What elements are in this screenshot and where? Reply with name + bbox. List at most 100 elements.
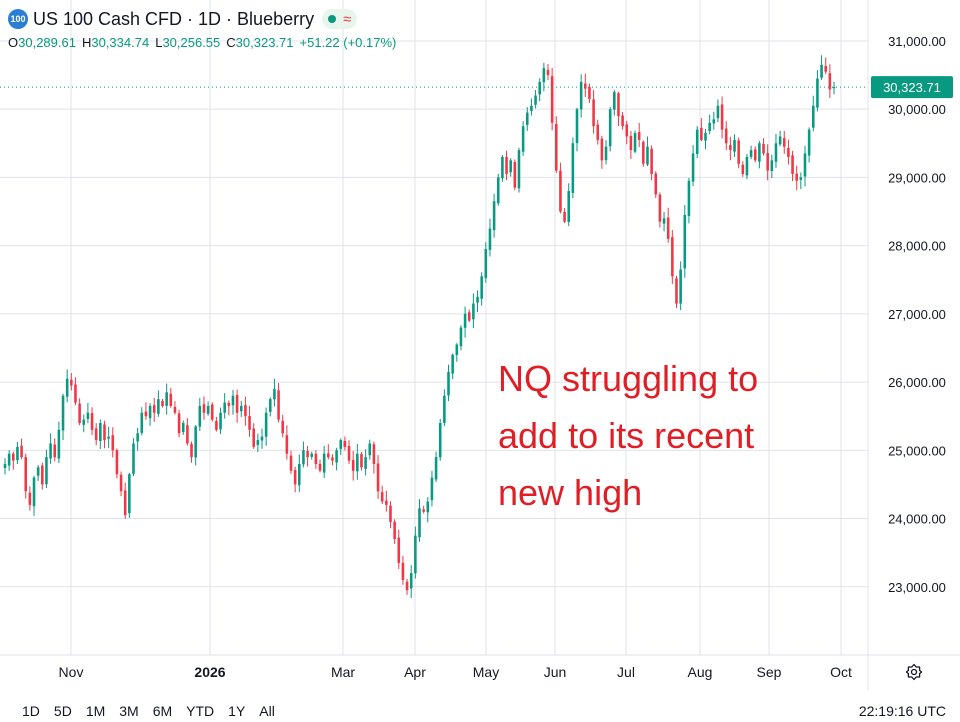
candle-body xyxy=(774,143,778,162)
candle-body xyxy=(277,390,280,420)
range-1m-button[interactable]: 1M xyxy=(85,703,106,719)
y-tick-label: 29,000.00 xyxy=(888,170,946,185)
candle-body xyxy=(260,436,264,441)
chart-title[interactable]: US 100 Cash CFD · 1D · Blueberry xyxy=(33,8,315,29)
candle-body xyxy=(629,135,633,151)
candle-body xyxy=(472,303,475,320)
candle-body xyxy=(608,109,612,147)
candle-body xyxy=(389,505,392,522)
candle-body xyxy=(364,457,367,469)
candle-body xyxy=(571,143,575,193)
candle-body xyxy=(791,155,794,174)
candle-body xyxy=(136,433,139,442)
y-tick-label: 23,000.00 xyxy=(888,580,946,595)
x-tick-label: Nov xyxy=(59,664,84,680)
candle-body xyxy=(24,457,28,492)
gear-icon[interactable] xyxy=(903,661,925,683)
candle-body xyxy=(385,500,388,505)
candle-body xyxy=(687,180,691,217)
candle-body xyxy=(617,93,620,116)
x-tick-label: Jun xyxy=(544,664,567,680)
candle-body xyxy=(455,344,459,355)
candle-body xyxy=(513,162,517,188)
candle-body xyxy=(778,136,782,145)
range-5d-button[interactable]: 5D xyxy=(53,703,72,719)
candle-body xyxy=(492,201,496,231)
candle-body xyxy=(132,443,135,474)
annotation-line-2: add to its recent xyxy=(498,415,755,456)
candle-body xyxy=(451,354,454,374)
candle-body xyxy=(770,160,774,171)
candle-body xyxy=(613,92,616,110)
candle-body xyxy=(555,124,558,171)
candle-body xyxy=(430,477,434,501)
candle-body xyxy=(239,405,243,412)
candle-body xyxy=(45,457,48,485)
range-ytd-button[interactable]: YTD xyxy=(186,703,215,719)
chart-annotation: NQ struggling to add to its recent new h… xyxy=(498,350,828,521)
candle-body xyxy=(422,509,425,512)
wave-icon: ≈ xyxy=(343,10,352,28)
candle-body xyxy=(99,423,102,442)
candle-body xyxy=(128,474,131,514)
candle-body xyxy=(115,450,119,475)
candle-body xyxy=(405,581,409,591)
candle-body xyxy=(161,401,164,406)
candle-body xyxy=(588,86,591,99)
candle-body xyxy=(327,453,330,458)
candle-body xyxy=(811,105,815,128)
market-status-pill[interactable]: ≈ xyxy=(322,9,358,29)
range-3m-button[interactable]: 3M xyxy=(119,703,139,719)
candle-body xyxy=(198,405,202,427)
candle-body xyxy=(525,112,529,125)
candle-body xyxy=(235,395,239,413)
candle-body xyxy=(252,428,255,447)
range-1d-button[interactable]: 1D xyxy=(22,703,40,719)
candle-body xyxy=(82,419,86,425)
candle-body xyxy=(592,99,595,127)
candle-body xyxy=(194,426,197,458)
candle-body xyxy=(173,406,177,413)
candle-body xyxy=(484,249,488,279)
candle-body xyxy=(646,146,649,165)
candle-body xyxy=(140,412,144,433)
gear-icon-graphic xyxy=(905,663,923,681)
candle-body xyxy=(356,453,359,472)
utc-clock[interactable]: 22:19:16 UTC xyxy=(858,703,946,719)
candle-body xyxy=(550,76,554,123)
candle-body xyxy=(281,420,284,434)
candle-body xyxy=(227,402,231,406)
candle-body xyxy=(3,463,7,469)
candle-body xyxy=(231,395,235,406)
candle-body xyxy=(671,237,674,277)
annotation-line-1: NQ struggling to xyxy=(498,358,759,399)
x-tick-label: Apr xyxy=(404,664,426,680)
candle-body xyxy=(219,412,222,430)
candle-body xyxy=(700,127,703,140)
candle-body xyxy=(762,143,765,154)
candle-body xyxy=(298,463,301,486)
range-all-button[interactable]: All xyxy=(259,703,275,719)
candle-body xyxy=(658,194,662,222)
x-tick-label: Mar xyxy=(331,664,355,680)
high-value: 30,334.74 xyxy=(91,35,150,50)
candle-body xyxy=(712,119,716,124)
candle-body xyxy=(318,463,322,471)
x-tick-label: May xyxy=(473,664,499,680)
candle-body xyxy=(447,371,450,396)
candle-body xyxy=(223,402,226,413)
range-6m-button[interactable]: 6M xyxy=(152,703,173,719)
candle-body xyxy=(119,474,123,492)
candle-body xyxy=(20,445,23,458)
candle-body xyxy=(642,141,645,164)
symbol-badge[interactable]: 100 xyxy=(8,9,28,29)
candle-body xyxy=(111,435,115,451)
candle-body xyxy=(74,384,77,403)
candle-body xyxy=(351,460,355,471)
candle-body xyxy=(169,393,173,406)
candle-body xyxy=(86,412,90,420)
range-1y-button[interactable]: 1Y xyxy=(228,703,246,719)
candle-body xyxy=(584,83,587,89)
candle-body xyxy=(509,160,512,173)
candle-body xyxy=(807,129,811,156)
